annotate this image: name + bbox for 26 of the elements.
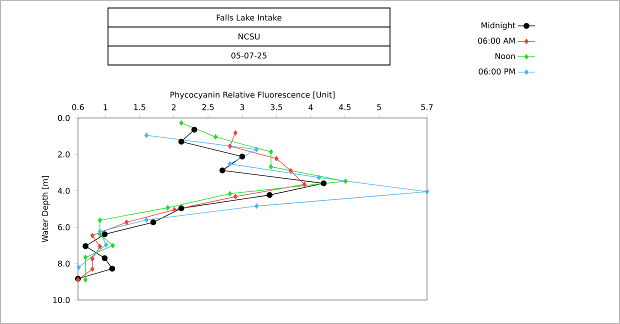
x-tick-label: 5.7 xyxy=(421,104,433,110)
x-tick-label: 1 xyxy=(104,104,108,110)
legend-label: 06:00 AM xyxy=(478,38,515,44)
x-tick-label: 4 xyxy=(308,104,313,110)
y-axis-title: Water Depth [m] xyxy=(42,176,50,242)
x-tick-label: 2.5 xyxy=(202,104,214,110)
x-tick-label: 3.5 xyxy=(270,104,282,110)
y-tick-label: 2.0 xyxy=(58,151,70,158)
chart-subtitle: NCSU xyxy=(238,33,260,40)
x-tick-label: 4.5 xyxy=(338,104,351,110)
chart-title: Falls Lake Intake xyxy=(216,14,282,21)
x-tick-label: 0.6 xyxy=(72,104,84,110)
text: 05-07-25 xyxy=(231,52,266,59)
x-tick-label: 3 xyxy=(240,104,244,110)
y-tick-label: 6.0 xyxy=(58,224,70,230)
y-tick-label: 10.0 xyxy=(53,296,70,304)
y-tick-label: 8.0 xyxy=(58,260,70,267)
legend-label: Noon xyxy=(495,53,515,60)
x-tick-label: 1.5 xyxy=(134,104,146,110)
x-axis-title: Phycocyanin Relative Fluorescence [Unit] xyxy=(170,92,335,100)
legend-label: 06:00 PM xyxy=(478,68,515,74)
y-tick-label: 0.0 xyxy=(58,114,70,122)
legend-label: Midnight xyxy=(482,22,516,30)
x-tick-label: 2 xyxy=(172,104,176,110)
x-tick-label: 5 xyxy=(377,104,381,110)
y-tick-label: 4.0 xyxy=(58,188,70,194)
